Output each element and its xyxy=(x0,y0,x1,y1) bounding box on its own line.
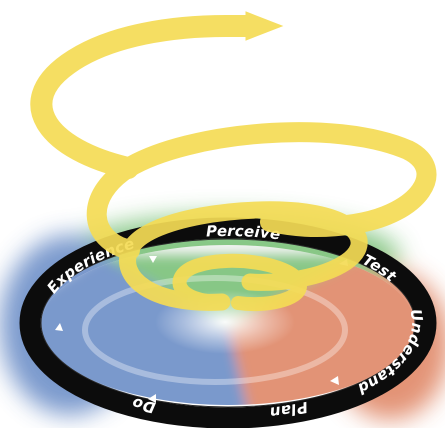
spiral-coil-bottom xyxy=(172,253,308,312)
marker-icon xyxy=(55,323,63,331)
marker-icon xyxy=(149,256,157,263)
marker-icon xyxy=(330,376,339,385)
stage-label-plan: Plan xyxy=(269,398,309,422)
marker-icon xyxy=(148,394,156,403)
svg-text:Plan: Plan xyxy=(269,398,310,422)
spiral-arrow xyxy=(30,11,437,312)
spiral-coil-top xyxy=(30,14,261,179)
spiral-coil-upper xyxy=(86,122,437,260)
cycle-ring xyxy=(19,217,437,428)
spiral-coil-mid xyxy=(119,201,368,311)
spiral-arrowhead-icon xyxy=(245,11,284,41)
